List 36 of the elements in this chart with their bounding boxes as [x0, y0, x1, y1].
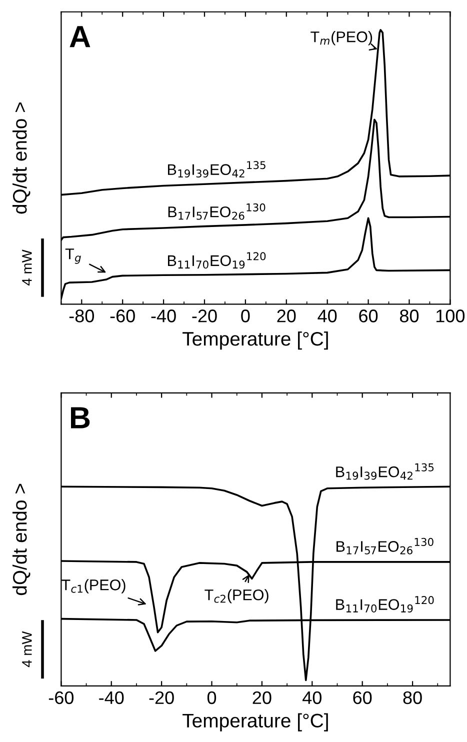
- text: 4 mW: [22, 250, 32, 286]
- y-axis-title: dQ/dt endo >: [12, 484, 30, 596]
- x-tick-label: -60: [110, 310, 135, 322]
- chart-title: B: [71, 407, 90, 428]
- x-tick-label: 20: [252, 691, 272, 704]
- x-tick-label: -20: [149, 691, 174, 704]
- x-tick-label: -40: [99, 691, 124, 704]
- annotation: T$_{m}$(PEO): [310, 31, 372, 46]
- x-tick-label: 0: [241, 310, 250, 322]
- x-tick-label: 40: [302, 691, 322, 704]
- annotation: T$_{c2}$(PEO): [204, 589, 268, 604]
- x-tick-label: -40: [151, 310, 176, 322]
- x-tick-label: 40: [318, 310, 337, 322]
- annotation: T$_{g}$: [65, 248, 81, 264]
- x-tick-label: -20: [192, 310, 217, 322]
- series-label: B$_{19}$I$_{39}$EO$_{42}$$^{135}$: [168, 161, 266, 178]
- chart-title: A: [70, 26, 90, 48]
- x-tick-label: 60: [359, 310, 378, 322]
- series-label: B$_{11}$I$_{70}$EO$_{19}$$^{120}$: [168, 252, 266, 269]
- x-axis-title: Temperature [°C]: [182, 713, 328, 732]
- x-tick-label: 80: [400, 310, 419, 322]
- x-tick-label: -80: [69, 310, 94, 322]
- x-tick-label: 100: [436, 310, 465, 322]
- series-label: B$_{17}$I$_{57}$EO$_{26}$$^{130}$: [336, 538, 434, 554]
- series-label: B$_{19}$I$_{39}$EO$_{42}$$^{135}$: [336, 463, 434, 480]
- series-label: B$_{17}$I$_{57}$EO$_{26}$$^{130}$: [168, 203, 266, 220]
- annotation: T$_{c1}$(PEO): [62, 579, 126, 594]
- series-label: B$_{11}$I$_{70}$EO$_{19}$$^{120}$: [336, 596, 434, 612]
- x-tick-label: 0: [207, 691, 216, 704]
- y-axis-title: dQ/dt endo >: [12, 102, 30, 214]
- x-tick-label: -60: [48, 691, 74, 704]
- x-tick-label: 20: [277, 310, 296, 322]
- x-tick-label: 60: [353, 691, 372, 704]
- x-tick-label: 80: [403, 691, 422, 704]
- text: 4 mW: [22, 631, 32, 668]
- x-axis-title: Temperature [°C]: [182, 331, 328, 350]
